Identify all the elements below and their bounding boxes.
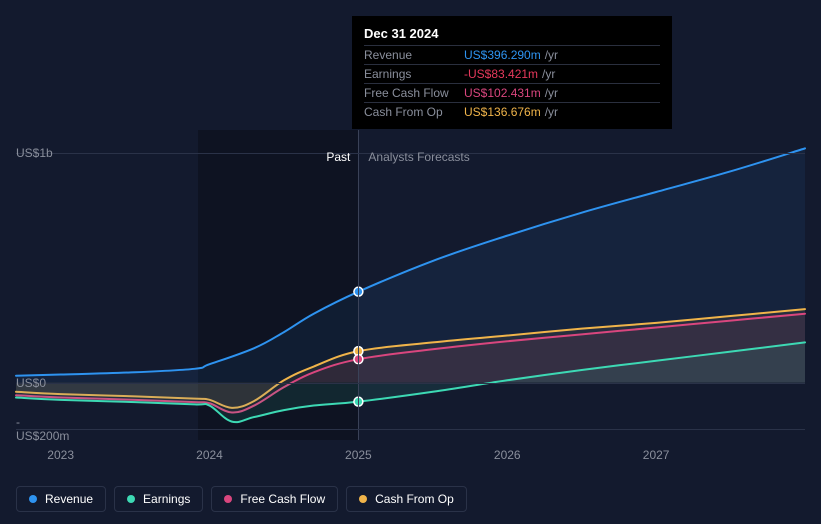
x-axis-label: 2027 [643, 448, 670, 462]
y-axis-label: US$1b [16, 146, 71, 160]
tooltip-date: Dec 31 2024 [364, 26, 438, 41]
tooltip-row-fcf: Free Cash Flow US$102.431m /yr [364, 83, 660, 102]
chart-svg [16, 130, 805, 440]
tooltip-label: Revenue [364, 48, 464, 62]
legend-label: Cash From Op [375, 492, 454, 506]
chart-tooltip: Dec 31 2024 Revenue US$396.290m /yr Earn… [352, 16, 672, 129]
tooltip-row-cfo: Cash From Op US$136.676m /yr [364, 102, 660, 121]
tooltip-value: US$396.290m [464, 48, 541, 62]
x-axis-label: 2024 [196, 448, 223, 462]
tooltip-value: US$136.676m [464, 105, 541, 119]
legend-dot [224, 495, 232, 503]
legend-item-earnings[interactable]: Earnings [114, 486, 203, 512]
tooltip-row-revenue: Revenue US$396.290m /yr [364, 45, 660, 64]
section-label-past: Past [326, 150, 350, 164]
chart-plot-area[interactable]: US$1bUS$0-US$200m20232024202520262027Pas… [16, 130, 805, 440]
section-label-forecast: Analysts Forecasts [368, 150, 469, 164]
chart-legend: Revenue Earnings Free Cash Flow Cash Fro… [16, 486, 467, 512]
tooltip-unit: /yr [542, 67, 555, 81]
legend-dot [359, 495, 367, 503]
y-axis-label: -US$200m [16, 415, 71, 443]
tooltip-label: Earnings [364, 67, 464, 81]
tooltip-value: US$102.431m [464, 86, 541, 100]
legend-label: Earnings [143, 492, 190, 506]
tooltip-unit: /yr [545, 48, 558, 62]
legend-item-cfo[interactable]: Cash From Op [346, 486, 467, 512]
x-axis-label: 2023 [47, 448, 74, 462]
tooltip-unit: /yr [545, 86, 558, 100]
y-axis-label: US$0 [16, 376, 71, 390]
legend-label: Revenue [45, 492, 93, 506]
x-axis-label: 2026 [494, 448, 521, 462]
x-axis-label: 2025 [345, 448, 372, 462]
legend-dot [127, 495, 135, 503]
tooltip-label: Cash From Op [364, 105, 464, 119]
legend-item-fcf[interactable]: Free Cash Flow [211, 486, 338, 512]
tooltip-unit: /yr [545, 105, 558, 119]
tooltip-value: -US$83.421m [464, 67, 538, 81]
legend-dot [29, 495, 37, 503]
legend-item-revenue[interactable]: Revenue [16, 486, 106, 512]
legend-label: Free Cash Flow [240, 492, 325, 506]
tooltip-row-earnings: Earnings -US$83.421m /yr [364, 64, 660, 83]
tooltip-label: Free Cash Flow [364, 86, 464, 100]
